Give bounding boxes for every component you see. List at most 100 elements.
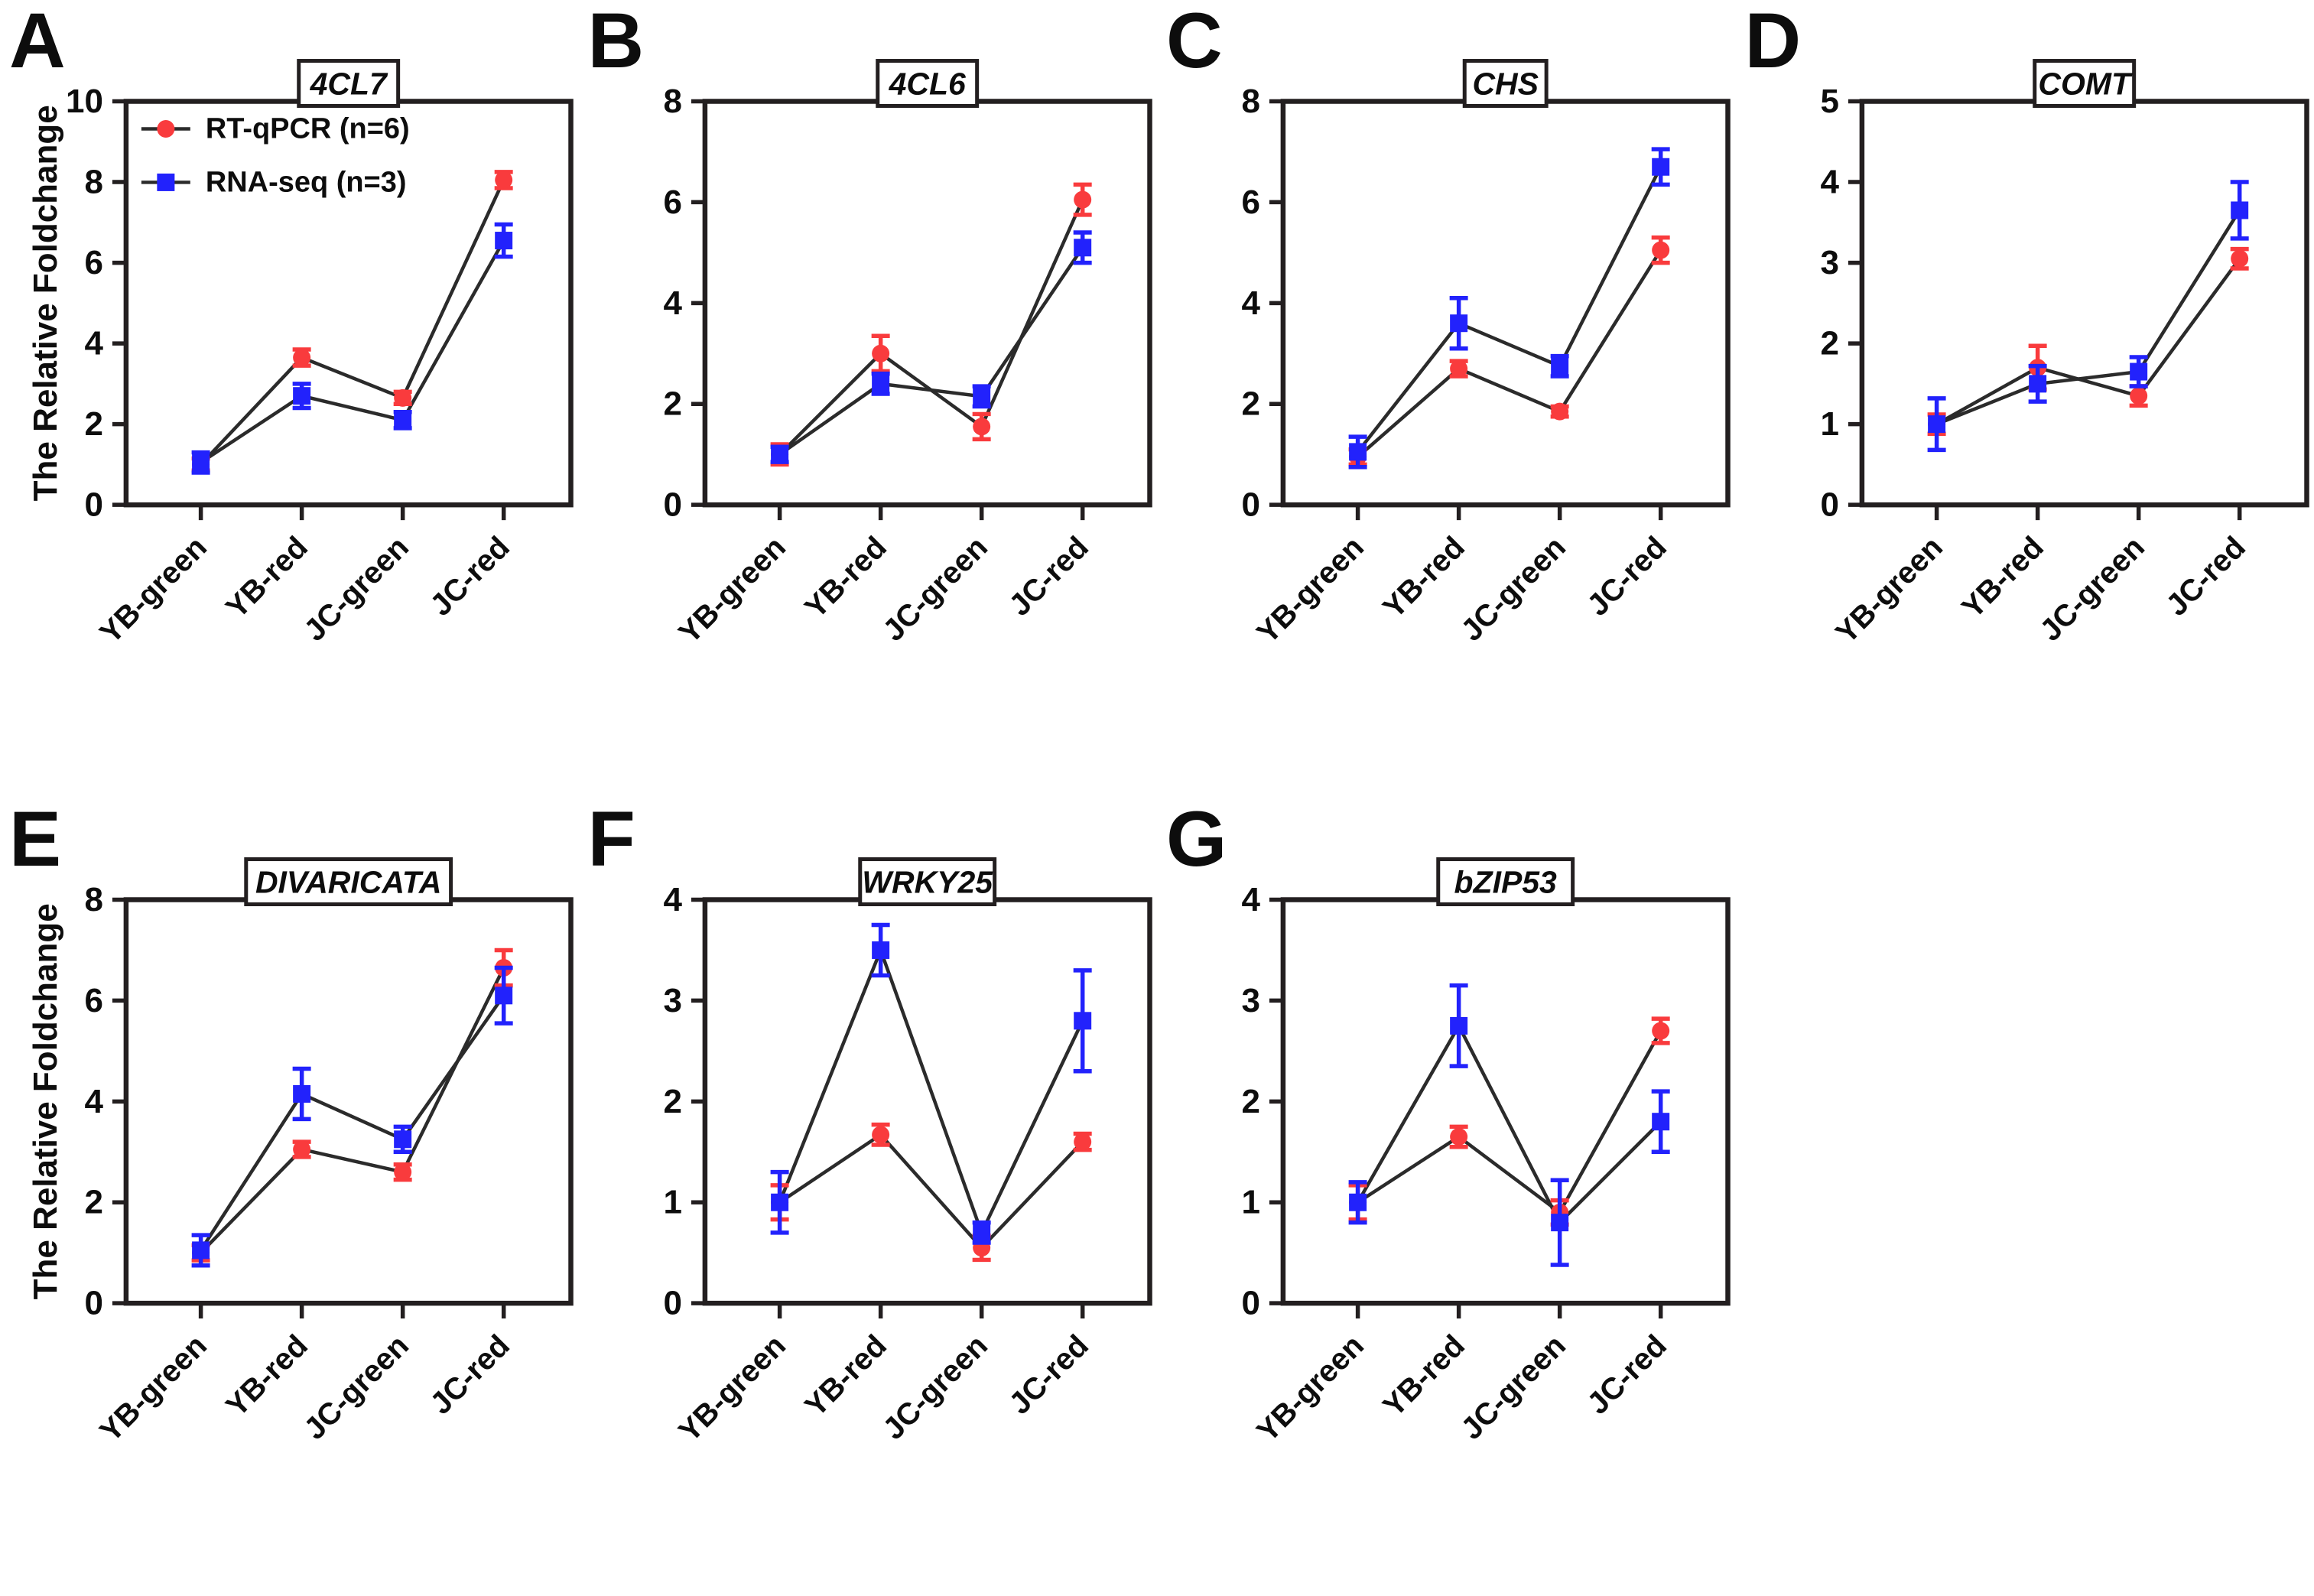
x-tick-label: JC-green: [297, 530, 415, 648]
marker-square: [293, 1084, 311, 1103]
y-tick-label: 2: [1241, 1082, 1259, 1120]
marker-circle: [1450, 1127, 1468, 1146]
y-tick-label: 0: [663, 486, 681, 524]
y-tick-label: 2: [84, 1183, 102, 1221]
marker-circle: [394, 388, 412, 407]
marker-square: [1349, 443, 1367, 461]
y-tick-label: 2: [1241, 385, 1259, 423]
y-tick-label: 1: [1241, 1183, 1259, 1221]
x-tick-label: JC-red: [1003, 1328, 1095, 1421]
gene-title-box: [1436, 857, 1575, 906]
gene-title-box: [1462, 59, 1549, 109]
marker-square: [192, 453, 210, 472]
marker-square: [495, 986, 513, 1004]
marker-square: [1450, 1016, 1468, 1035]
marker-circle: [871, 1125, 889, 1143]
y-tick-label: 0: [1820, 486, 1838, 524]
marker-square: [1073, 239, 1091, 257]
marker-square: [1073, 1011, 1091, 1029]
gene-title-box: [875, 59, 979, 109]
marker-circle: [871, 344, 889, 362]
plot-border: [702, 99, 1152, 508]
y-tick-label: 10: [66, 83, 103, 120]
marker-square: [394, 411, 412, 429]
x-tick-label: YB-green: [1250, 1328, 1370, 1448]
panel-letter-f: F: [587, 795, 635, 883]
plot-border: [1280, 896, 1731, 1305]
y-tick-label: 6: [84, 981, 102, 1019]
marker-circle: [972, 418, 990, 436]
marker-circle: [1073, 1133, 1091, 1151]
panel-d: D 0 1 2 3 4 5 YB-green YB-red JC-green JC-red COMT: [1736, 0, 2314, 798]
y-tick-label: 2: [1820, 325, 1838, 362]
y-tick-label: 4: [1241, 881, 1260, 918]
y-tick-label: 4: [663, 284, 682, 322]
y-tick-label: 8: [663, 83, 681, 120]
x-tick-label: JC-red: [424, 1328, 516, 1421]
series-line: [1356, 1022, 1662, 1225]
x-tick-label: YB-green: [672, 530, 792, 650]
marker-square: [1450, 314, 1468, 333]
marker-square: [1652, 1112, 1670, 1130]
gene-title: CHS: [1472, 67, 1539, 102]
x-tick-label: JC-red: [1581, 530, 1673, 622]
gene-title: DIVARICATA: [255, 864, 442, 899]
y-tick-label: 0: [84, 1284, 102, 1321]
series-line: [200, 239, 505, 464]
gene-title: 4CL6: [888, 67, 965, 102]
panel-letter-e: E: [9, 795, 61, 883]
marker-square: [293, 387, 311, 405]
marker-square: [972, 1223, 990, 1241]
gene-title-box: [857, 857, 996, 906]
panel-g: G 0 1 2 3 4 YB-green YB-red JC-green JC-red bZIP5…: [1157, 798, 1736, 1596]
marker-square: [1551, 357, 1569, 375]
x-tick-label: JC-red: [424, 530, 516, 622]
y-tick-label: 0: [1241, 486, 1259, 524]
marker-circle: [1551, 402, 1569, 421]
y-tick-label: 1: [1820, 405, 1838, 443]
x-tick-label: YB-red: [219, 1328, 314, 1423]
x-tick-label: YB-green: [93, 1328, 213, 1448]
y-tick-label: 8: [1241, 83, 1259, 120]
marker-circle: [293, 1139, 311, 1158]
legend-marker-circle: [157, 119, 175, 138]
marker-square: [192, 1240, 210, 1259]
x-tick-label: JC-green: [876, 1328, 994, 1446]
gene-title-box: [244, 857, 453, 906]
plot-border: [1859, 99, 2309, 508]
marker-square: [1652, 158, 1670, 176]
x-tick-label: YB-red: [1955, 530, 2050, 625]
y-tick-label: 4: [663, 881, 682, 918]
x-tick-label: YB-green: [1829, 530, 1949, 650]
series-line: [199, 179, 505, 466]
y-tick-label: 2: [663, 1082, 681, 1120]
marker-circle: [1073, 190, 1091, 209]
y-tick-label: 6: [84, 244, 102, 281]
panel-e: E 0 2 4 6 8 YB-green YB-red JC-green JC-red DIVAR…: [0, 798, 579, 1596]
panel-f: F 0 1 2 3 4 YB-green YB-red JC-green JC-red WRKY2…: [579, 798, 1158, 1596]
y-tick-label: 4: [84, 325, 103, 362]
y-tick-label: 4: [84, 1082, 103, 1120]
x-tick-label: YB-green: [1250, 530, 1370, 650]
x-tick-label: JC-red: [1003, 530, 1095, 622]
y-tick-label: 5: [1820, 83, 1838, 120]
panel-b: B 0 2 4 6 8 YB-green YB-red JC-green JC-red 4CL6: [579, 0, 1158, 798]
gene-title: bZIP53: [1454, 864, 1558, 899]
marker-square: [2129, 362, 2147, 381]
y-tick-label: 0: [84, 486, 102, 524]
x-tick-label: JC-green: [1454, 1328, 1572, 1446]
y-tick-label: 2: [84, 405, 102, 443]
marker-square: [1551, 1213, 1569, 1231]
series-line: [1357, 249, 1662, 459]
gene-title: WRKY25: [862, 864, 993, 899]
panel-a: A 0 2 4 6 8 10 YB-green YB-red JC-green JC-red 4CL…: [0, 0, 579, 798]
panel-c: C 0 2 4 6 8 YB-green YB-red JC-green JC-red CHS: [1157, 0, 1736, 798]
series-line: [778, 1132, 1084, 1250]
y-axis-label: The Relative Foldchange: [27, 105, 64, 501]
